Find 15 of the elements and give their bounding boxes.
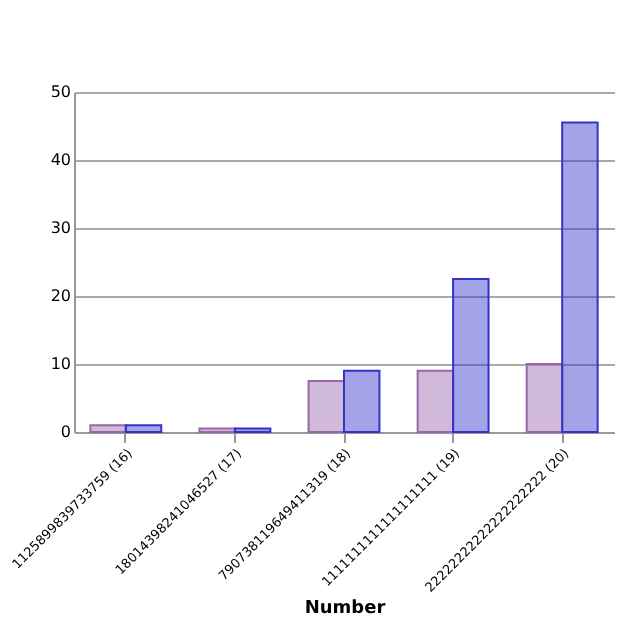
bar <box>561 121 599 433</box>
y-tick-label: 30 <box>50 219 71 237</box>
bar <box>307 380 345 433</box>
y-tick-label: 40 <box>50 151 71 169</box>
y-tick-label: 0 <box>60 423 71 441</box>
x-axis-title: Number <box>304 598 387 619</box>
bar <box>416 369 455 433</box>
bar <box>89 424 127 433</box>
bar <box>452 278 490 433</box>
y-tick-label: 20 <box>50 287 71 305</box>
y-tick-label: 10 <box>50 355 71 373</box>
bar <box>343 369 381 433</box>
bar <box>525 363 564 433</box>
y-tick-label: 50 <box>50 83 71 101</box>
bar <box>124 424 163 433</box>
